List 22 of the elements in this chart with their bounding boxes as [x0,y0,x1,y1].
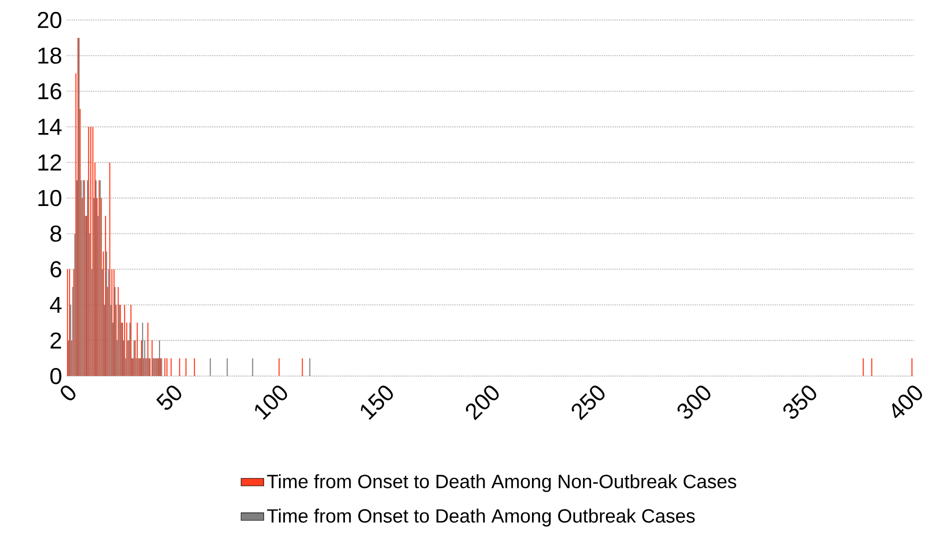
x-tick-label: 350 [783,386,816,419]
y-tick-label: 2 [50,332,62,348]
x-tick-label: 250 [572,386,605,420]
x-tick-label: 200 [466,386,499,420]
y-tick-label: 18 [38,47,62,64]
y-tick-label: 14 [38,118,62,135]
y-tick-label: 0 [50,368,62,384]
x-tick-label: 50 [156,386,182,410]
y-tick-label: 10 [38,190,62,206]
x-tick-label: 300 [678,386,710,419]
y-tick-label: 6 [50,261,62,278]
legend-label: Time from Onset to Death Among Non-Outbreak Cases [267,474,736,492]
x-tick-label: 100 [255,386,288,420]
x-tick-label: 0 [60,386,76,400]
x-tick-label: 150 [360,386,393,420]
y-tick-label: 4 [50,296,62,313]
legend-label: Time from Onset to Death Among Outbreak Cases [267,508,695,526]
y-tick-label: 8 [50,225,62,242]
y-tick-label: 12 [38,154,62,170]
y-tick-label: 16 [38,83,62,100]
x-tick-label: 400 [892,386,922,418]
y-tick-label: 20 [38,12,62,28]
